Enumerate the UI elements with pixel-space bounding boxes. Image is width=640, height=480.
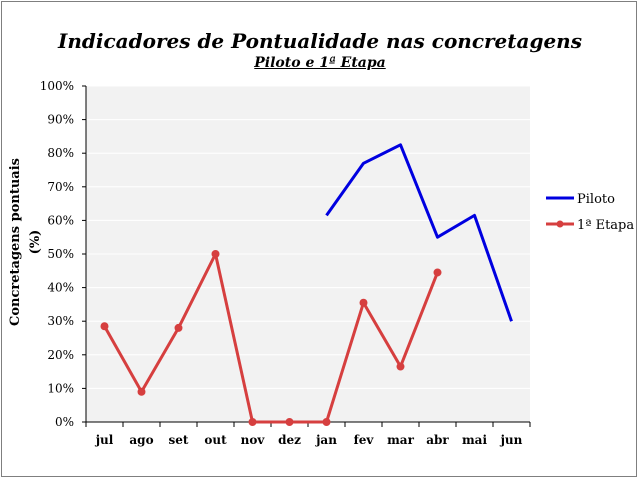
x-tick-label: ago bbox=[129, 433, 153, 447]
y-tick-label: 20% bbox=[47, 348, 74, 362]
x-tick-label: out bbox=[204, 433, 227, 447]
x-tick-label: mar bbox=[387, 433, 414, 447]
data-point bbox=[174, 323, 183, 332]
y-tick-label: 100% bbox=[40, 79, 74, 93]
chart-subtitle: Piloto e 1ª Etapa bbox=[0, 55, 640, 71]
y-tick-label: 80% bbox=[47, 146, 74, 160]
legend-marker bbox=[556, 220, 564, 228]
data-point bbox=[248, 418, 257, 426]
x-tick-label: abr bbox=[426, 433, 449, 447]
data-point bbox=[322, 418, 331, 426]
data-point bbox=[285, 418, 294, 426]
x-tick-label: nov bbox=[241, 433, 266, 447]
x-tick-label: jun bbox=[500, 433, 523, 447]
y-tick-label: 10% bbox=[47, 381, 74, 395]
data-point bbox=[137, 387, 146, 396]
data-point bbox=[396, 362, 405, 371]
data-point bbox=[359, 298, 368, 307]
chart-title: Indicadores de Pontualidade nas concreta… bbox=[58, 29, 582, 53]
y-tick-label: 60% bbox=[47, 213, 74, 227]
legend-label: Piloto bbox=[577, 192, 615, 207]
legend: Piloto 1ª Etapa bbox=[546, 192, 634, 233]
y-tick-label: 50% bbox=[47, 247, 74, 261]
y-tick-label: 40% bbox=[47, 281, 74, 295]
x-tick-label: mai bbox=[462, 433, 487, 447]
x-tick-label: dez bbox=[278, 433, 301, 447]
chart-subtitle-text: Piloto e 1ª Etapa bbox=[254, 55, 386, 71]
x-tick-label: set bbox=[169, 433, 189, 447]
series-lines bbox=[100, 143, 513, 426]
legend-label: 1ª Etapa bbox=[577, 218, 634, 233]
x-tick-label: jul bbox=[95, 433, 114, 447]
x-tick-label: jan bbox=[315, 433, 337, 447]
y-tick-labels: 0% 10% 20% 30% 40% 50% 60% 70% 80% 90% 100% bbox=[40, 79, 74, 429]
y-tick-label: 70% bbox=[47, 180, 74, 194]
data-point bbox=[100, 322, 109, 331]
x-tick-labels: jul ago set out nov dez jan fev mar abr mai jun bbox=[95, 433, 523, 447]
y-tick-label: 0% bbox=[55, 415, 74, 429]
data-point bbox=[433, 268, 442, 277]
series-line-2 bbox=[103, 252, 439, 424]
y-tick-label: 30% bbox=[47, 314, 74, 328]
series-line-1 bbox=[325, 143, 513, 322]
data-point bbox=[211, 250, 220, 258]
x-tick-label: fev bbox=[354, 433, 375, 447]
y-tick-label: 90% bbox=[47, 113, 74, 127]
